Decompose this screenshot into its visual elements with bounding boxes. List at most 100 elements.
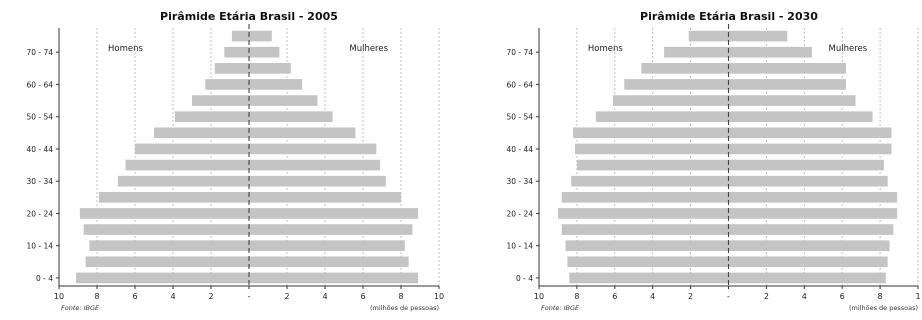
bar-homens-15-19: [83, 224, 249, 235]
bar-mulheres-35-39: [728, 159, 884, 171]
bar-mulheres-75-79: [249, 30, 272, 42]
y-tick-label: 40 - 44: [506, 145, 533, 154]
bar-mulheres-70-74: [728, 46, 812, 58]
y-tick-label: 70 - 74: [506, 48, 533, 57]
right-series-label: Mulheres: [829, 44, 868, 54]
bar-homens-0-4: [569, 272, 729, 284]
bar-homens-50-54: [595, 111, 729, 123]
bar-mulheres-25-29: [249, 191, 401, 203]
bar-mulheres-55-59: [728, 95, 856, 106]
right-series-label: Mulheres: [349, 44, 388, 54]
bar-homens-35-39: [125, 159, 249, 171]
left-series-label: Homens: [108, 44, 143, 54]
x-tick-label: 10: [534, 292, 544, 301]
x-tick-label: 2: [764, 292, 769, 301]
x-tick-label: 1: [915, 292, 920, 301]
y-tick-label: 20 - 24: [26, 209, 53, 218]
bar-homens-60-64: [624, 79, 729, 90]
bar-mulheres-30-34: [249, 175, 386, 187]
y-tick-label: 20 - 24: [506, 209, 533, 218]
x-tick-label: 6: [612, 292, 617, 301]
bar-homens-50-54: [174, 111, 249, 123]
bar-homens-5-9: [567, 256, 729, 268]
bar-mulheres-5-9: [249, 256, 409, 268]
x-tick-label: 4: [802, 292, 807, 301]
y-tick-label: 30 - 34: [506, 177, 533, 186]
unit-label: (milhões de pessoas): [370, 304, 439, 312]
bar-mulheres-60-64: [728, 79, 846, 90]
bar-homens-10-14: [89, 240, 250, 252]
bar-homens-25-29: [98, 191, 250, 203]
bar-mulheres-65-69: [728, 62, 846, 74]
bar-mulheres-70-74: [249, 46, 280, 58]
bar-mulheres-50-54: [249, 111, 333, 123]
bar-homens-75-79: [688, 30, 729, 42]
bar-homens-40-44: [135, 143, 249, 155]
bar-homens-30-34: [117, 175, 250, 187]
bar-mulheres-40-44: [728, 143, 892, 155]
bar-homens-40-44: [575, 143, 729, 155]
left-series-label: Homens: [588, 44, 623, 54]
source-label: Fonte: IBGE: [541, 304, 580, 312]
y-tick-label: 50 - 54: [506, 113, 533, 122]
x-tick-label: 4: [650, 292, 655, 301]
x-tick-label: -: [727, 292, 730, 301]
y-tick-label: 60 - 64: [26, 80, 53, 89]
bar-mulheres-0-4: [249, 272, 419, 284]
y-tick-label: 50 - 54: [26, 113, 53, 122]
bar-homens-70-74: [664, 46, 729, 58]
bar-mulheres-55-59: [249, 95, 318, 106]
bar-homens-35-39: [576, 159, 729, 171]
source-label: Fonte: IBGE: [61, 304, 100, 312]
bar-homens-20-24: [79, 208, 250, 219]
bar-homens-45-49: [154, 127, 249, 139]
x-tick-label: 2: [688, 292, 693, 301]
bar-mulheres-75-79: [728, 30, 788, 42]
chart-title: Pirâmide Etária Brasil - 2030: [640, 10, 818, 23]
bar-homens-60-64: [205, 79, 249, 90]
x-tick-label: 8: [398, 292, 403, 301]
x-tick-label: 6: [840, 292, 845, 301]
y-tick-label: 10 - 14: [506, 242, 533, 251]
bar-homens-0-4: [76, 272, 249, 284]
x-tick-label: 8: [878, 292, 883, 301]
bar-homens-55-59: [192, 95, 249, 106]
bar-homens-10-14: [565, 240, 729, 252]
bar-mulheres-25-29: [728, 191, 898, 203]
unit-label: (milhões de pessoas): [849, 304, 918, 312]
bar-mulheres-15-19: [728, 224, 894, 235]
bar-mulheres-65-69: [249, 62, 291, 74]
bar-homens-70-74: [224, 46, 249, 58]
y-tick-label: 60 - 64: [506, 80, 533, 89]
chart-title: Pirâmide Etária Brasil - 2005: [160, 10, 338, 23]
bar-homens-15-19: [561, 224, 729, 235]
bar-mulheres-60-64: [249, 79, 303, 90]
bar-homens-65-69: [641, 62, 729, 74]
x-tick-label: 6: [360, 292, 365, 301]
bar-mulheres-30-34: [728, 175, 888, 187]
bar-homens-20-24: [557, 208, 729, 219]
x-tick-label: 2: [284, 292, 289, 301]
x-tick-label: 10: [434, 292, 444, 301]
x-tick-label: 4: [170, 292, 175, 301]
y-tick-label: 70 - 74: [26, 48, 53, 57]
bar-homens-5-9: [85, 256, 249, 268]
bar-homens-65-69: [214, 62, 249, 74]
bar-mulheres-40-44: [249, 143, 377, 155]
bar-mulheres-10-14: [728, 240, 890, 252]
bar-mulheres-20-24: [249, 208, 419, 219]
y-tick-label: 0 - 4: [36, 274, 53, 283]
bar-homens-55-59: [612, 95, 729, 106]
x-tick-label: 8: [94, 292, 99, 301]
bar-homens-45-49: [573, 127, 729, 139]
bar-mulheres-10-14: [249, 240, 405, 252]
bar-mulheres-50-54: [728, 111, 873, 123]
bar-homens-25-29: [561, 191, 729, 203]
bar-mulheres-35-39: [249, 159, 381, 171]
bar-mulheres-20-24: [728, 208, 898, 219]
x-tick-label: 8: [574, 292, 579, 301]
y-tick-label: 0 - 4: [516, 274, 533, 283]
bar-homens-30-34: [571, 175, 729, 187]
bar-mulheres-45-49: [728, 127, 892, 139]
